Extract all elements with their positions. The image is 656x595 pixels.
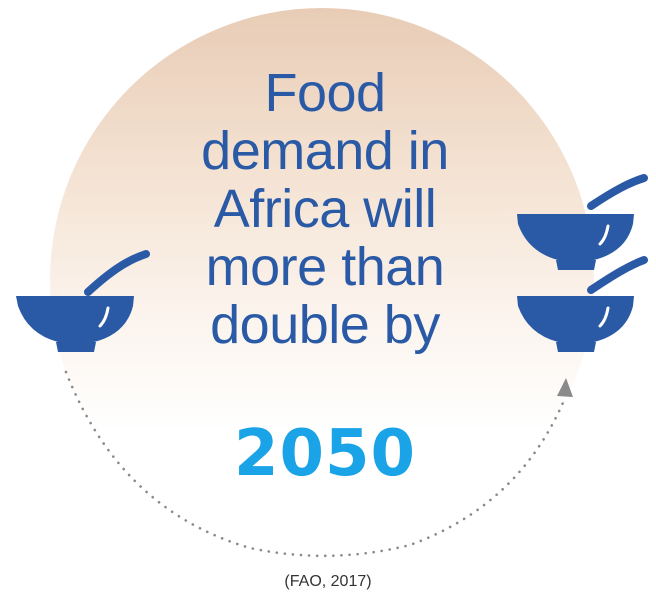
headline-line: Africa will: [213, 179, 437, 239]
headline-line: double by: [210, 295, 440, 355]
headline-line: more than: [205, 237, 445, 297]
bowl-with-spoon-icon: [517, 256, 648, 352]
bowl-with-spoon-icon: [16, 250, 150, 352]
headline-line: Food: [264, 63, 386, 123]
headline: Food demand in Africa will more than dou…: [150, 64, 500, 354]
background-circle: [50, 8, 594, 552]
source-citation: (FAO, 2017): [284, 573, 372, 590]
headline-line: demand in: [201, 121, 449, 181]
arrow-up-icon: [557, 378, 573, 397]
highlight-year: 2050: [233, 417, 417, 491]
bowl-with-spoon-icon: [517, 174, 648, 270]
